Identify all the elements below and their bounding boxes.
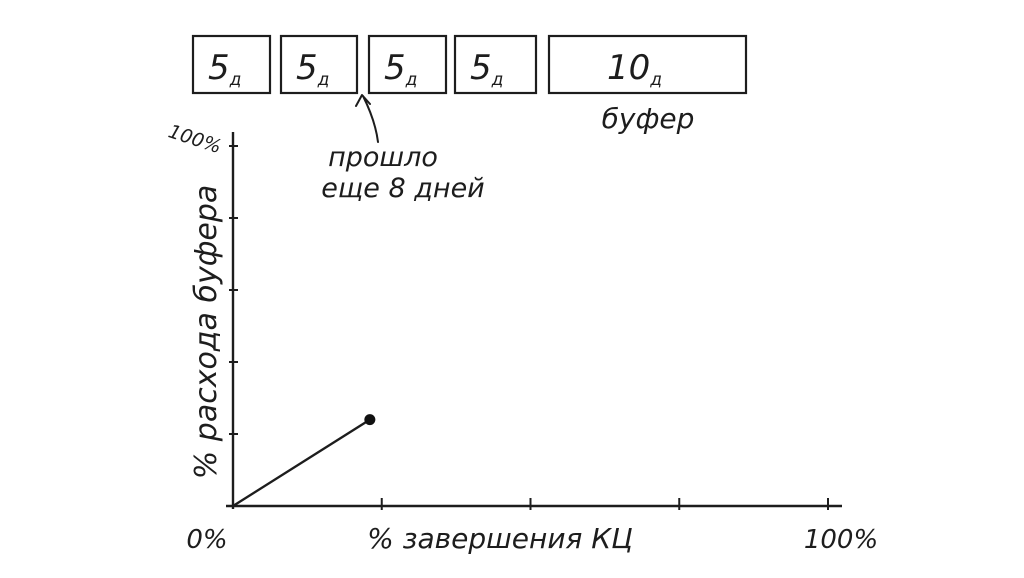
buffer-block-outline	[547, 34, 748, 95]
annotation-line-2: еще 8 дней	[321, 173, 484, 204]
elapsed-annotation: прошло еще 8 дней	[321, 94, 485, 204]
buffer-block-days: 10	[607, 48, 650, 88]
svg-text:5д: 5д	[208, 48, 241, 90]
y-axis-title: % расхода буфера	[189, 185, 224, 480]
x-tick-label-0: 0%	[186, 525, 227, 555]
work-block-unit: д	[229, 70, 242, 90]
work-block-outline	[279, 34, 359, 95]
work-block-unit: д	[405, 70, 418, 90]
work-block: 5д	[367, 34, 448, 95]
buffer-block-unit: д	[649, 70, 662, 90]
x-axis-title: % завершения КЦ	[367, 522, 633, 555]
annotation-arrow-icon	[355, 94, 379, 143]
svg-text:10д: 10д	[607, 48, 662, 90]
work-block-outline	[453, 34, 538, 95]
work-block-days: 5	[470, 48, 492, 88]
work-block-days: 5	[296, 48, 318, 88]
x-tick-label-100: 100%	[804, 525, 878, 555]
work-block-unit: д	[317, 70, 330, 90]
series-line	[231, 418, 372, 508]
buffer-fever-chart: % расхода буфера % завершения КЦ 0% 100%…	[166, 120, 879, 555]
svg-text:5д: 5д	[384, 48, 417, 90]
buffer-label: буфер	[602, 102, 695, 135]
y-tick-label-100: 100%	[166, 120, 224, 158]
work-block-days: 5	[384, 48, 406, 88]
svg-text:5д: 5д	[296, 48, 329, 90]
series-point	[364, 414, 376, 426]
annotation-line-1: прошло	[328, 142, 438, 173]
work-block: 5д	[279, 34, 359, 95]
work-blocks-row: 5д 5д 5д 5д 10д	[191, 34, 748, 95]
work-block: 5д	[191, 34, 272, 95]
work-block-days: 5	[208, 48, 230, 88]
work-block: 5д	[453, 34, 538, 95]
svg-text:5д: 5д	[470, 48, 503, 90]
buffer-block: 10д	[547, 34, 748, 95]
work-block-unit: д	[491, 70, 504, 90]
work-block-outline	[191, 34, 272, 95]
work-block-outline	[367, 34, 448, 95]
